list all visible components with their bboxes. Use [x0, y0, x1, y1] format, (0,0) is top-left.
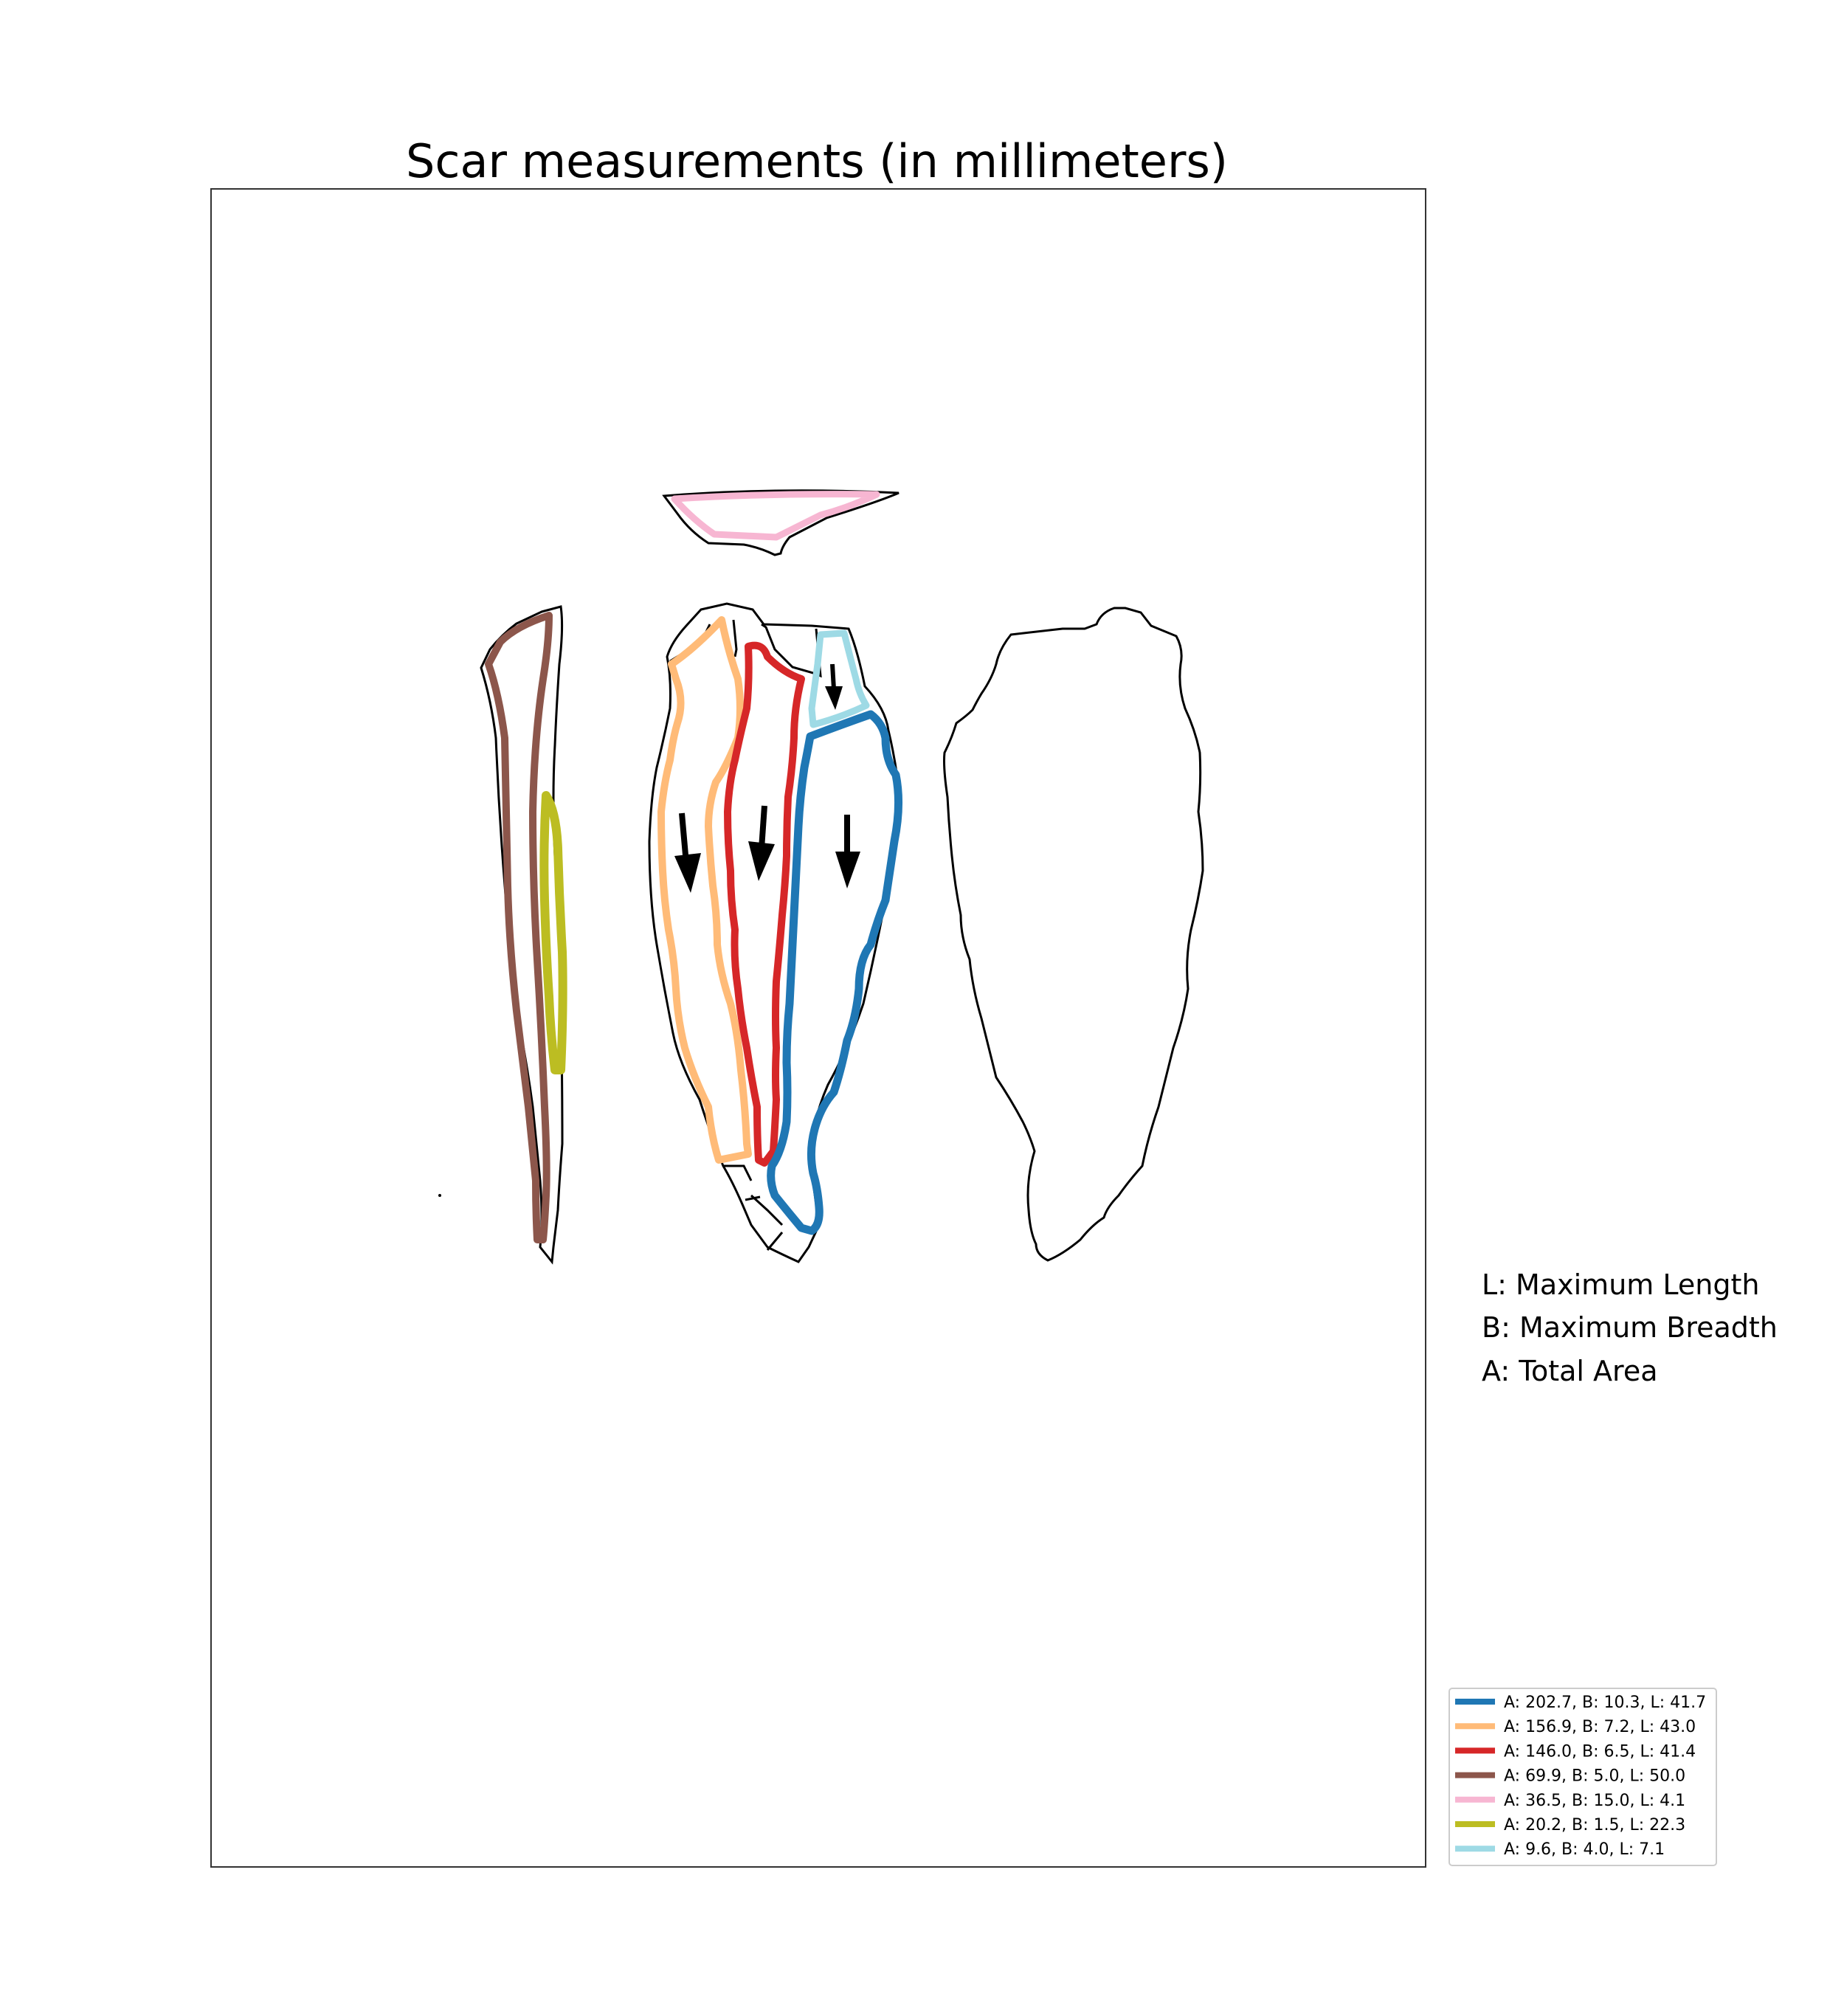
legend-label: A: 146.0, B: 6.5, L: 41.4 — [1504, 1742, 1696, 1761]
legend-entry: A: 202.7, B: 10.3, L: 41.7 — [1455, 1694, 1706, 1712]
stray-point — [438, 1194, 441, 1197]
platform-outline — [662, 489, 900, 556]
scar-2-outline — [657, 616, 752, 1164]
legend-entry: A: 156.9, B: 7.2, L: 43.0 — [1455, 1718, 1696, 1736]
lateral-view — [438, 605, 567, 1265]
direction-arrow — [825, 663, 843, 710]
legend-entry: A: 20.2, B: 1.5, L: 22.3 — [1455, 1816, 1685, 1834]
scar-3-outline — [724, 641, 805, 1167]
legend-label: A: 69.9, B: 5.0, L: 50.0 — [1504, 1767, 1685, 1786]
platform-view — [662, 489, 900, 556]
legend-label: A: 156.9, B: 7.2, L: 43.0 — [1504, 1718, 1696, 1736]
key-length: L: Maximum Length — [1482, 1268, 1759, 1301]
plot-frame — [210, 188, 1426, 1868]
scar-6-outline — [539, 791, 567, 1074]
arrows — [674, 663, 860, 893]
direction-arrow — [674, 812, 701, 893]
lateral-outline — [480, 605, 564, 1265]
scar-1-outline — [767, 710, 903, 1235]
key-breadth: B: Maximum Breadth — [1482, 1311, 1778, 1344]
legend-label: A: 20.2, B: 1.5, L: 22.3 — [1504, 1816, 1685, 1834]
legend-label: A: 202.7, B: 10.3, L: 41.7 — [1504, 1694, 1706, 1712]
legend-label: A: 36.5, B: 15.0, L: 4.1 — [1504, 1792, 1685, 1810]
scar-4-outline — [485, 612, 553, 1243]
legend-entry: A: 36.5, B: 15.0, L: 4.1 — [1455, 1792, 1685, 1810]
direction-arrow — [835, 815, 860, 888]
legend-box — [1449, 1688, 1717, 1866]
legend-entry: A: 69.9, B: 5.0, L: 50.0 — [1455, 1767, 1685, 1786]
ventral-outline — [943, 607, 1204, 1262]
legend-entry: A: 9.6, B: 4.0, L: 7.1 — [1455, 1840, 1665, 1859]
ventral-view — [943, 607, 1204, 1262]
figure-title: Scar measurements (in millimeters) — [406, 134, 1228, 188]
scar-5-outline — [671, 491, 880, 541]
legend-label: A: 9.6, B: 4.0, L: 7.1 — [1504, 1840, 1665, 1859]
dorsal-view — [648, 602, 903, 1263]
legend-entry: A: 146.0, B: 6.5, L: 41.4 — [1455, 1742, 1696, 1761]
legend: A: 202.7, B: 10.3, L: 41.7 A: 156.9, B: 7… — [1449, 1688, 1717, 1866]
direction-arrow — [748, 805, 775, 881]
key-area: A: Total Area — [1482, 1355, 1657, 1387]
measurement-key: L: Maximum Length B: Maximum Breadth A: … — [1482, 1268, 1778, 1387]
scar-7-outline — [808, 629, 870, 728]
